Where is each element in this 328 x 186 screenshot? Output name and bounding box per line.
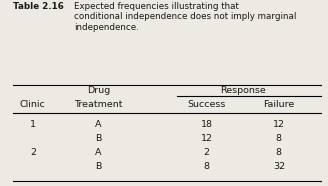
Text: B: B <box>95 162 102 171</box>
Text: 8: 8 <box>204 162 210 171</box>
Text: 12: 12 <box>273 120 285 129</box>
Text: A: A <box>95 120 102 129</box>
Text: Treatment: Treatment <box>74 100 123 109</box>
Text: Table 2.16: Table 2.16 <box>13 2 64 11</box>
Text: 2: 2 <box>204 148 210 157</box>
Text: 1: 1 <box>30 120 36 129</box>
Text: 2: 2 <box>30 148 36 157</box>
Text: 18: 18 <box>201 120 213 129</box>
Text: Response: Response <box>220 86 266 95</box>
Text: 8: 8 <box>276 134 282 143</box>
Text: Success: Success <box>188 100 226 109</box>
Text: Clinic: Clinic <box>20 100 46 109</box>
Text: Expected frequencies illustrating that
conditional independence does not imply m: Expected frequencies illustrating that c… <box>74 2 296 32</box>
Text: 32: 32 <box>273 162 285 171</box>
Text: Drug: Drug <box>87 86 110 95</box>
Text: Failure: Failure <box>263 100 295 109</box>
Text: A: A <box>95 148 102 157</box>
Text: B: B <box>95 134 102 143</box>
Text: 8: 8 <box>276 148 282 157</box>
Text: 12: 12 <box>201 134 213 143</box>
